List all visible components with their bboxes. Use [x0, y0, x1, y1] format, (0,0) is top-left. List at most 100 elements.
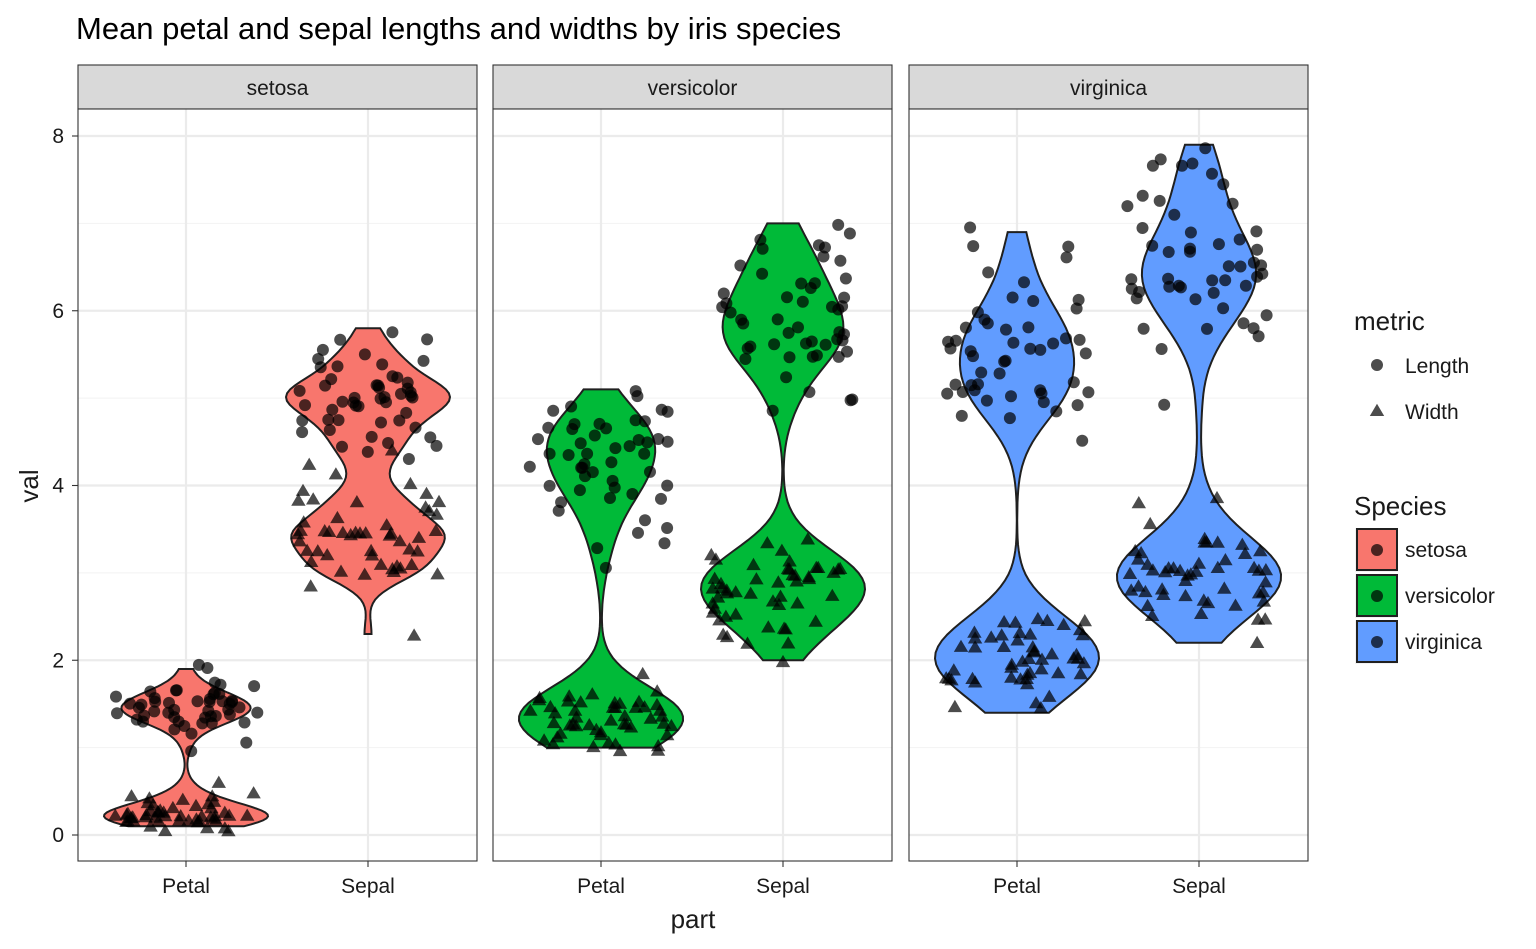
- point-length: [542, 421, 555, 434]
- point-length: [316, 343, 329, 356]
- point-length: [644, 465, 656, 478]
- point-length: [964, 221, 977, 234]
- point-length: [844, 394, 857, 407]
- point-width: [984, 630, 999, 643]
- facet-panel-versicolor: versicolor Petal Sepal: [492, 64, 893, 898]
- point-length: [978, 313, 991, 326]
- point-width: [649, 697, 665, 711]
- legend-label-length: Length: [1405, 355, 1469, 378]
- point-length: [581, 447, 594, 460]
- point-width: [402, 542, 417, 555]
- point-length: [586, 466, 599, 479]
- point-width: [303, 579, 318, 592]
- point-width: [200, 820, 215, 834]
- point-length: [208, 676, 221, 689]
- point-length: [1206, 167, 1218, 180]
- point-length: [296, 414, 309, 427]
- point-width: [1044, 647, 1060, 660]
- point-length: [251, 706, 264, 719]
- point-length: [832, 303, 845, 316]
- point-length: [543, 479, 556, 492]
- point-width: [349, 495, 365, 508]
- point-length: [964, 345, 977, 358]
- point-width: [217, 821, 233, 834]
- point-width: [781, 636, 796, 649]
- point-length: [238, 716, 251, 729]
- point-length: [623, 440, 636, 453]
- point-width: [211, 775, 226, 788]
- violin-versicolor-sepal: [699, 222, 867, 662]
- point-length: [223, 697, 236, 710]
- point-length: [1184, 226, 1197, 239]
- point-width: [411, 530, 427, 543]
- point-length: [599, 561, 612, 574]
- point-length: [1072, 293, 1085, 306]
- point-length: [819, 338, 832, 351]
- point-length: [1067, 376, 1080, 389]
- point-width: [291, 493, 306, 506]
- point-width: [536, 733, 552, 746]
- point-width: [143, 819, 158, 832]
- point-length: [766, 404, 779, 417]
- point-length: [552, 504, 565, 517]
- point-length: [1234, 260, 1247, 273]
- point-length: [1082, 386, 1095, 399]
- point-length: [1247, 256, 1260, 269]
- point-length: [1024, 342, 1037, 355]
- point-length: [1199, 142, 1212, 155]
- point-length: [600, 422, 613, 435]
- point-width: [617, 709, 632, 722]
- point-width: [1209, 490, 1225, 504]
- point-length: [404, 386, 417, 399]
- point-width: [406, 628, 422, 641]
- point-length: [959, 321, 972, 334]
- point-width: [145, 798, 161, 811]
- legend-key-point: [1371, 636, 1383, 648]
- point-width: [1258, 563, 1274, 576]
- point-width: [304, 554, 319, 567]
- point-length: [1158, 398, 1171, 411]
- point-width: [562, 718, 578, 731]
- point-width: [392, 534, 408, 547]
- point-length: [1219, 274, 1232, 287]
- point-width: [175, 792, 190, 805]
- point-length: [409, 421, 422, 434]
- point-width: [808, 614, 823, 627]
- point-width: [550, 730, 565, 743]
- point-width: [825, 588, 840, 601]
- point-length: [629, 385, 642, 398]
- point-width: [299, 543, 315, 556]
- y-tick-label: 6: [52, 300, 64, 323]
- point-length: [372, 379, 385, 392]
- point-length: [803, 386, 816, 398]
- point-width: [430, 567, 445, 580]
- point-width: [1210, 535, 1225, 548]
- point-width: [994, 628, 1009, 641]
- point-length: [1136, 222, 1149, 234]
- point-length: [358, 348, 371, 361]
- point-length: [1005, 390, 1017, 403]
- point-length: [1034, 343, 1047, 356]
- point-length: [639, 514, 651, 527]
- point-length: [1226, 197, 1239, 210]
- point-width: [1253, 544, 1268, 557]
- point-width: [410, 544, 425, 557]
- point-length: [632, 434, 645, 446]
- point-length: [832, 218, 845, 231]
- point-width: [1021, 651, 1037, 664]
- point-width: [1258, 575, 1273, 588]
- point-width: [775, 654, 791, 668]
- point-width: [967, 640, 983, 653]
- point-length: [1189, 293, 1202, 306]
- point-length: [781, 291, 793, 304]
- point-length: [783, 351, 796, 364]
- point-width: [363, 543, 379, 557]
- point-length: [400, 406, 413, 419]
- point-width: [431, 494, 447, 508]
- point-width: [713, 576, 729, 589]
- point-width: [1218, 553, 1233, 566]
- point-length: [782, 326, 795, 339]
- point-length: [573, 484, 586, 497]
- point-length: [993, 367, 1006, 380]
